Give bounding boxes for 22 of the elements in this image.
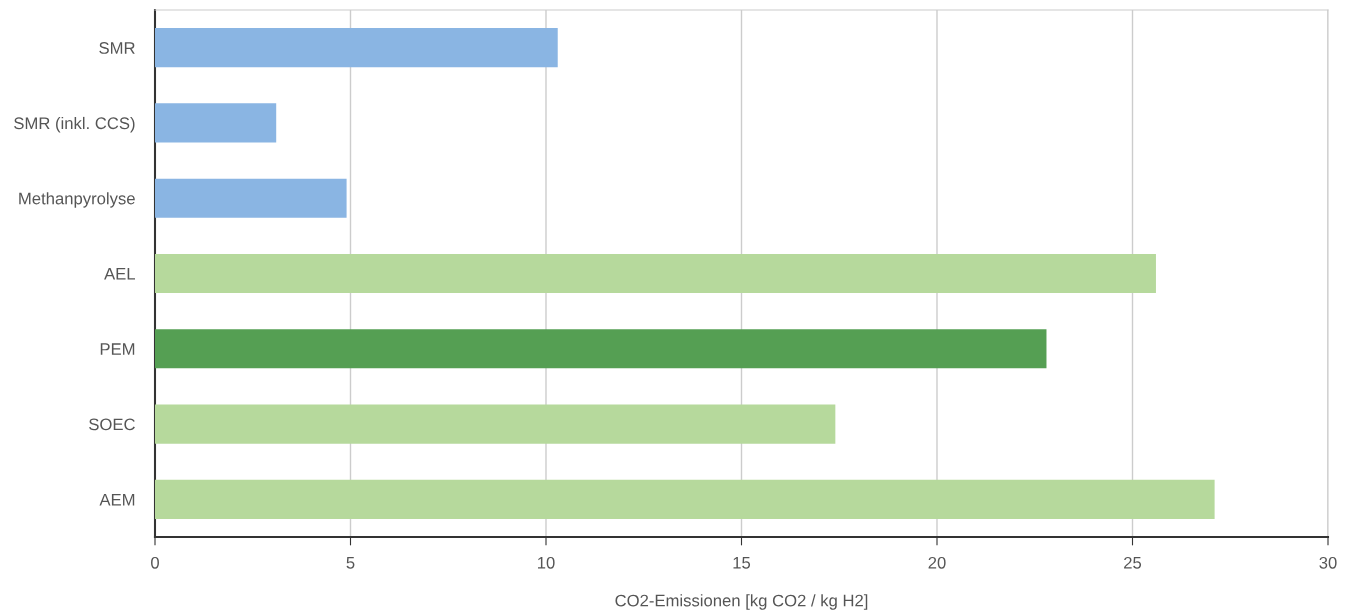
bar [155,253,1156,294]
x-tick-label: 5 [346,557,355,569]
x-tick-label: 30 [1319,556,1337,569]
bar [155,404,836,444]
y-tick-label: Methanpyrolyse [19,192,135,208]
y-tick-label: SMR [99,42,135,54]
bar [155,28,558,68]
bar [155,479,1215,519]
x-tick-label: 15 [733,557,751,569]
bar [155,103,277,143]
x-tick-label: 0 [151,556,159,569]
y-tick-label: PEM [100,343,135,355]
y-tick-label: SOEC [89,418,135,431]
bar [155,178,347,218]
x-tick-label: 25 [1124,556,1142,569]
x-tick-label: 20 [928,556,946,569]
y-tick-label: SMR (inkl. CCS) [14,116,135,133]
x-axis-title: CO2-Emissionen [kg CO2 / kg H2] [615,594,868,610]
y-tick-label: AEL [104,268,135,280]
y-tick-label: AEM [99,493,135,506]
x-tick-label: 10 [538,556,555,569]
bar [155,329,1047,369]
